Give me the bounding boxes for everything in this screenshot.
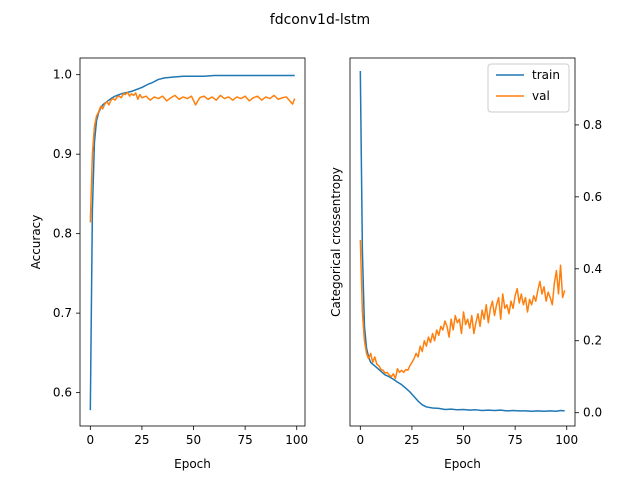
loss-x-tick-label: 50 bbox=[456, 433, 471, 447]
legend: train val bbox=[487, 63, 570, 113]
figure-title: fdconv1d-lstm bbox=[270, 12, 370, 28]
accuracy-x-tick-label: 100 bbox=[285, 433, 308, 447]
accuracy-y-tick-label: 0.7 bbox=[53, 306, 72, 320]
accuracy-y-tick-label: 1.0 bbox=[53, 68, 72, 82]
legend-label-val: val bbox=[532, 89, 550, 103]
loss-x-tick-label: 0 bbox=[357, 433, 365, 447]
accuracy-x-tick-label: 50 bbox=[186, 433, 201, 447]
loss-axes-frame bbox=[349, 57, 576, 427]
loss-x-tick-label: 25 bbox=[404, 433, 419, 447]
loss-y-tick-label: 0.8 bbox=[583, 118, 602, 132]
loss-x-tick-label: 100 bbox=[555, 433, 578, 447]
loss-y-tick-label: 0.6 bbox=[583, 190, 602, 204]
accuracy-y-tick-label: 0.9 bbox=[53, 147, 72, 161]
accuracy-axes-frame bbox=[79, 57, 306, 427]
loss-y-tick-label: 0.0 bbox=[583, 406, 602, 420]
accuracy-series-train-line bbox=[89, 74, 295, 411]
loss-y-axis-label: Categorical crossentropy bbox=[329, 167, 343, 317]
loss-x-tick-label: 75 bbox=[507, 433, 522, 447]
loss-series-val-line bbox=[359, 239, 566, 380]
accuracy-panel: 0 25 50 75 100 0.6 0.7 0.8 0.9 1.0 Epoch Accuracy bbox=[29, 57, 308, 471]
accuracy-x-tick-label: 25 bbox=[134, 433, 149, 447]
loss-y-tick-label: 0.2 bbox=[583, 334, 602, 348]
accuracy-series-val-line bbox=[89, 91, 296, 223]
accuracy-y-axis-label: Accuracy bbox=[29, 215, 43, 270]
legend-box bbox=[487, 63, 570, 113]
legend-label-train: train bbox=[532, 68, 560, 82]
accuracy-y-tick-label: 0.6 bbox=[53, 386, 72, 400]
loss-x-axis-label: Epoch bbox=[444, 457, 481, 471]
accuracy-x-axis-label: Epoch bbox=[174, 457, 211, 471]
accuracy-y-tick-label: 0.8 bbox=[53, 227, 72, 241]
accuracy-x-tick-label: 75 bbox=[237, 433, 252, 447]
loss-y-tick-label: 0.4 bbox=[583, 262, 602, 276]
loss-series-train-line bbox=[359, 70, 565, 412]
loss-panel: 0 25 50 75 100 0.0 0.2 0.4 0.6 0.8 Epoch Categorica… bbox=[329, 57, 602, 471]
accuracy-x-tick-label: 0 bbox=[87, 433, 95, 447]
